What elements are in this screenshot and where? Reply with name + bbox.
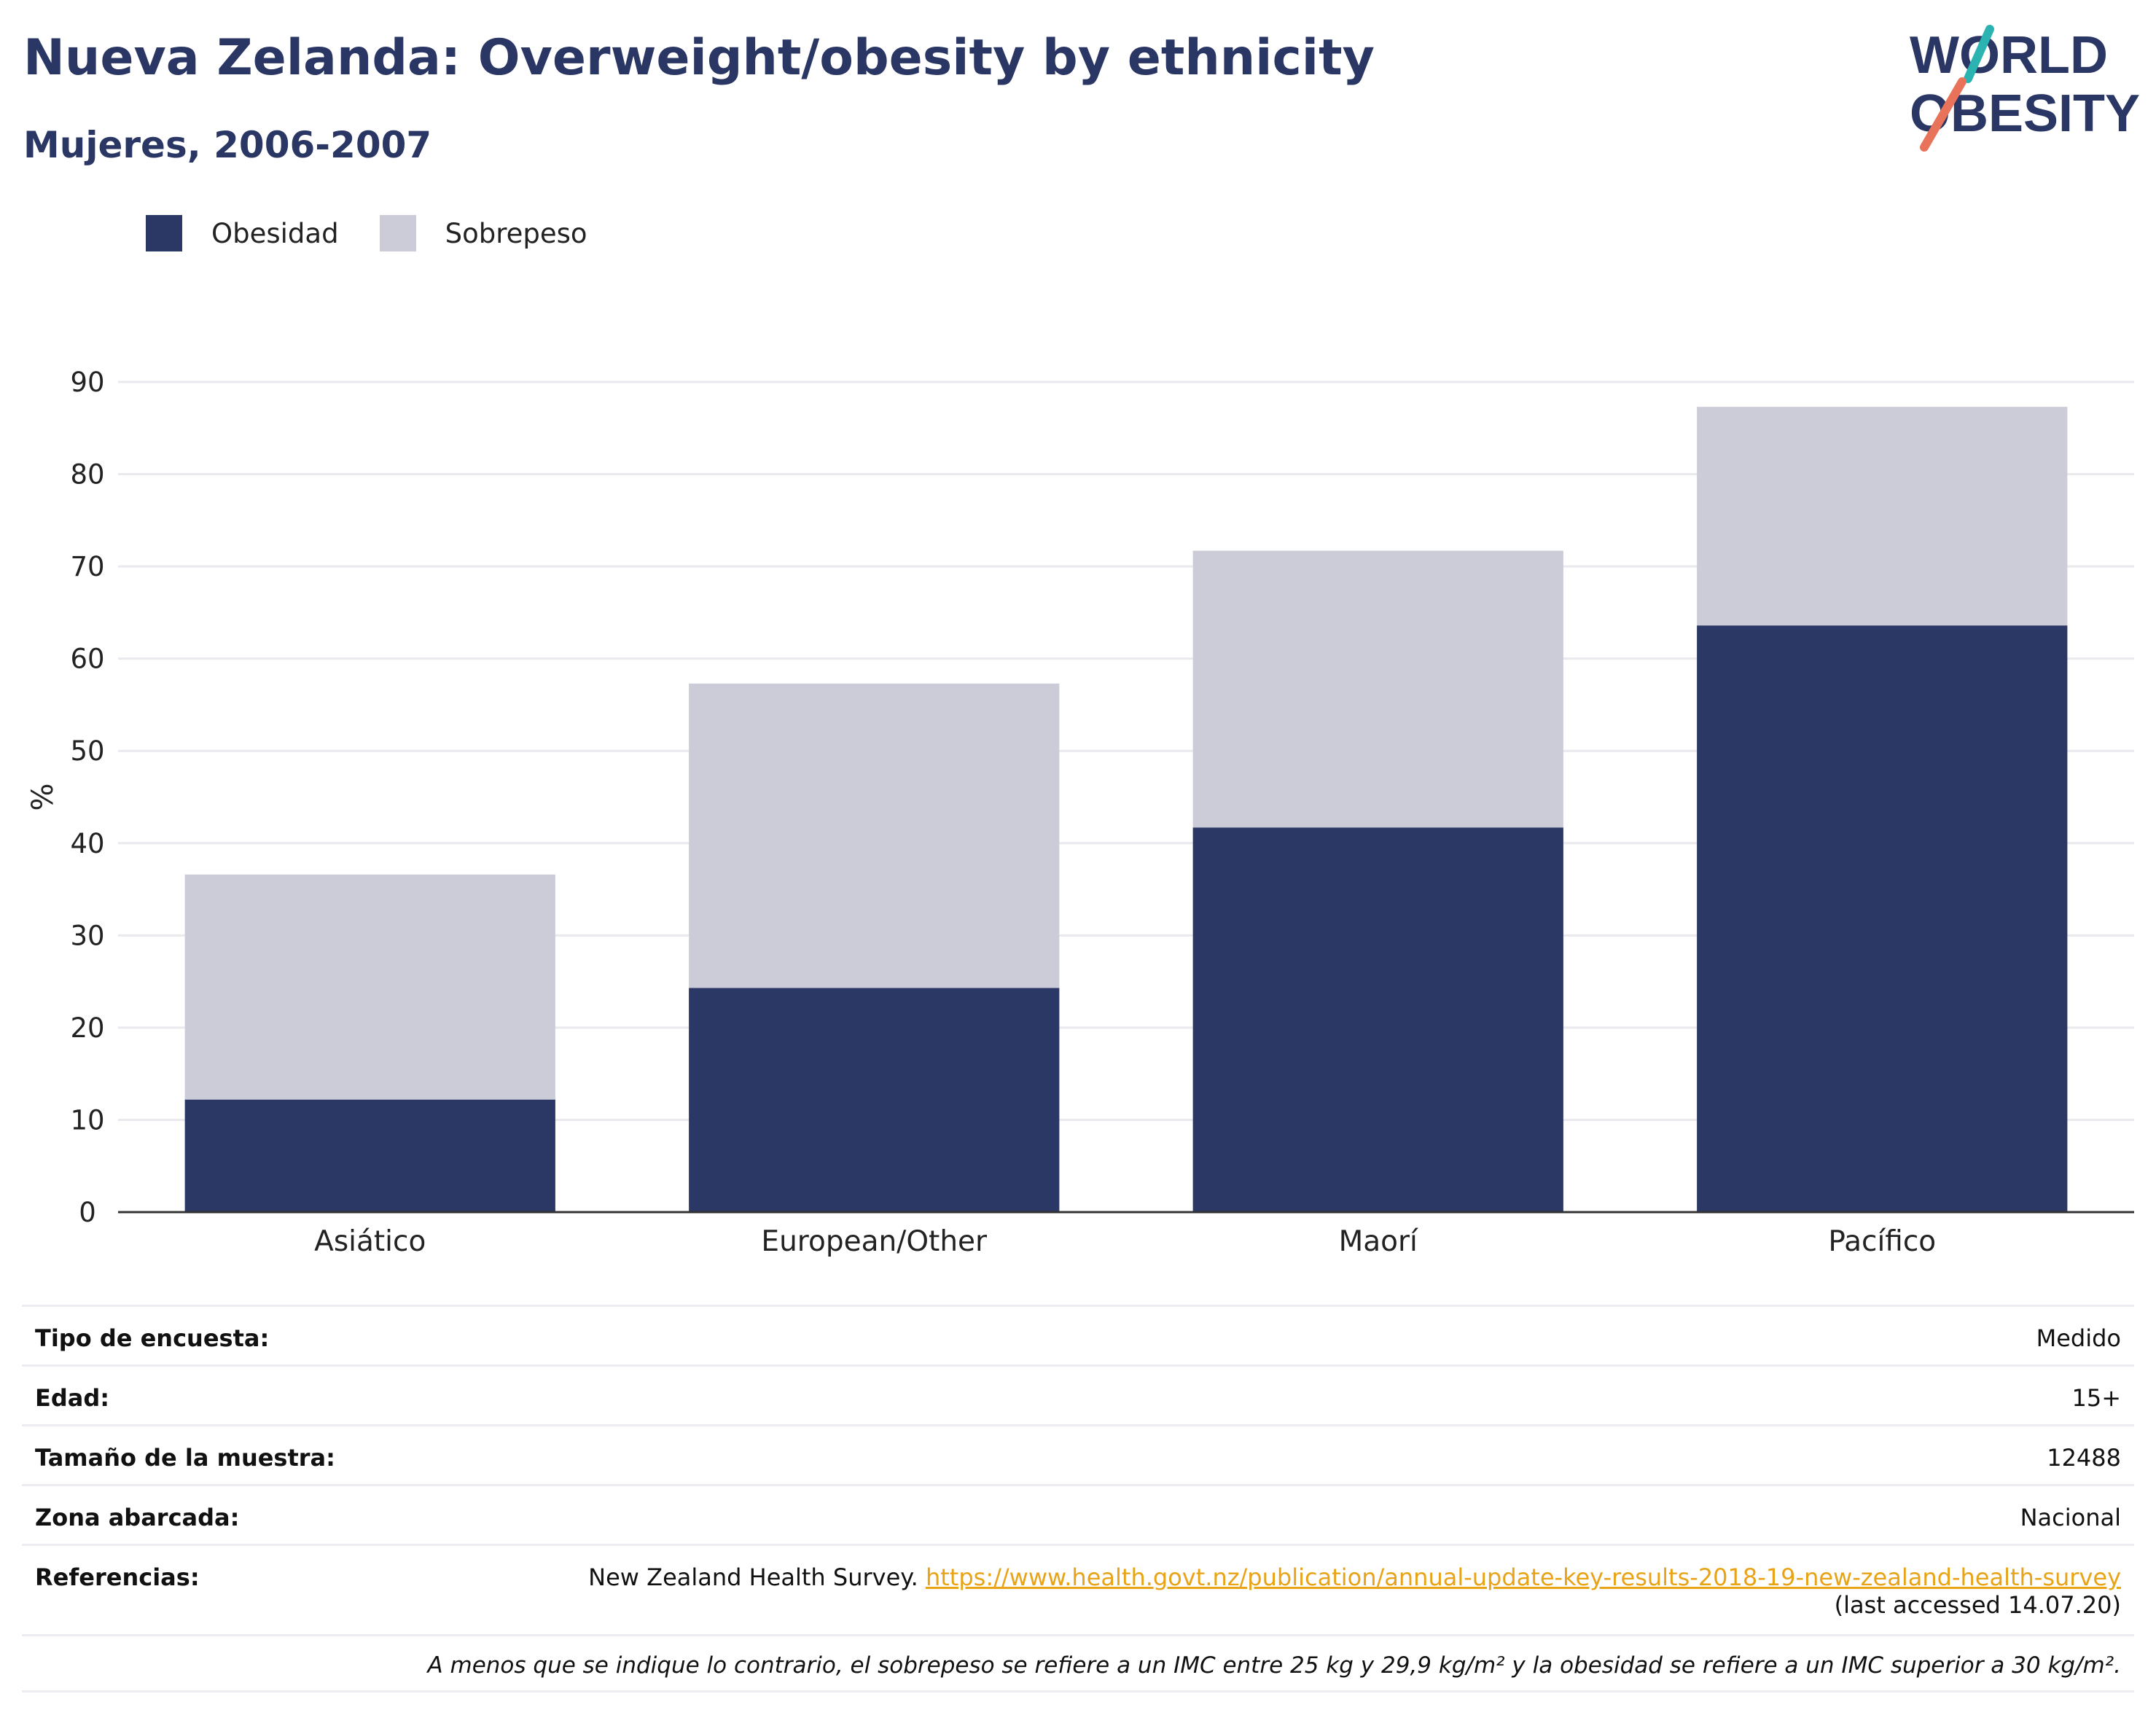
- x-tick-label: Maorí: [1339, 1225, 1418, 1258]
- info-row-survey-type: Tipo de encuesta: Medido: [22, 1305, 2134, 1364]
- info-value: Nacional: [2020, 1504, 2121, 1531]
- reference-accessed: (last accessed 14.07.20): [1834, 1591, 2121, 1619]
- info-row-references: Referencias: New Zealand Health Survey. …: [22, 1544, 2134, 1634]
- y-tick-label: 20: [70, 1012, 104, 1044]
- info-row-sample-size: Tamaño de la muestra: 12488: [22, 1424, 2134, 1484]
- survey-info-table: Tipo de encuesta: Medido Edad: 15+ Tamañ…: [22, 1305, 2134, 1692]
- info-value: 12488: [2047, 1444, 2121, 1472]
- bar-obesidad: [689, 988, 1060, 1212]
- reference-link[interactable]: https://www.health.govt.nz/publication/a…: [925, 1563, 2121, 1591]
- legend-label-sobrepeso: Sobrepeso: [445, 217, 587, 249]
- info-label: Tamaño de la muestra:: [35, 1444, 335, 1472]
- info-row-coverage: Zona abarcada: Nacional: [22, 1484, 2134, 1544]
- stacked-bar-chart: 0 10 20 30 40 50 60 70 80 90% Asiático European/Oth…: [26, 367, 2134, 1258]
- x-tick-label: European/Other: [761, 1225, 988, 1258]
- info-value: Medido: [2036, 1324, 2121, 1352]
- page-subtitle: Mujeres, 2006-2007: [23, 124, 432, 166]
- legend-item-obesidad: Obesidad: [146, 215, 339, 251]
- references-value: New Zealand Health Survey. https://www.h…: [588, 1563, 2121, 1619]
- y-tick-label: 70: [70, 551, 104, 582]
- y-tick-label: 10: [70, 1104, 104, 1136]
- info-label: Referencias:: [35, 1563, 200, 1591]
- x-tick-label: Pacífico: [1828, 1225, 1936, 1258]
- logo-coral-stroke: [1920, 77, 1966, 152]
- legend-item-sobrepeso: Sobrepeso: [379, 215, 587, 251]
- bar-sobrepeso: [1192, 550, 1563, 828]
- y-tick-label: 80: [70, 459, 104, 491]
- logo-teal-stroke: [1964, 25, 1994, 83]
- legend-label-obesidad: Obesidad: [211, 217, 339, 249]
- y-tick-label: 60: [70, 644, 104, 675]
- bar-sobrepeso: [689, 683, 1060, 988]
- y-tick-label: 50: [70, 735, 104, 767]
- info-label: Zona abarcada:: [35, 1504, 240, 1531]
- bar-obesidad: [1192, 827, 1563, 1212]
- info-label: Tipo de encuesta:: [35, 1324, 270, 1352]
- y-tick-label: 30: [70, 920, 104, 951]
- legend-swatch-obesidad: [146, 215, 182, 251]
- y-tick-label: 90: [70, 367, 104, 398]
- bar-obesidad: [184, 1099, 555, 1212]
- bar-obesidad: [1697, 625, 2068, 1212]
- logo-word-world: WORLD: [1910, 26, 2108, 85]
- info-label: Edad:: [35, 1384, 110, 1412]
- y-tick-label: 0: [79, 1197, 96, 1228]
- info-row-age: Edad: 15+: [22, 1364, 2134, 1424]
- chart-legend: Obesidad Sobrepeso: [146, 215, 628, 251]
- page-title: Nueva Zelanda: Overweight/obesity by eth…: [23, 29, 1375, 87]
- y-axis-label: %: [26, 783, 60, 811]
- reference-text: New Zealand Health Survey.: [588, 1563, 918, 1591]
- legend-swatch-sobrepeso: [379, 215, 416, 251]
- y-tick-label: 40: [70, 828, 104, 859]
- bar-sobrepeso: [184, 874, 555, 1100]
- world-obesity-logo: WORLD OBESITY: [1910, 25, 2140, 152]
- definition-footnote: A menos que se indique lo contrario, el …: [22, 1634, 2134, 1692]
- info-value: 15+: [2071, 1384, 2121, 1412]
- bar-sobrepeso: [1697, 407, 2068, 626]
- x-tick-label: Asiático: [314, 1225, 426, 1258]
